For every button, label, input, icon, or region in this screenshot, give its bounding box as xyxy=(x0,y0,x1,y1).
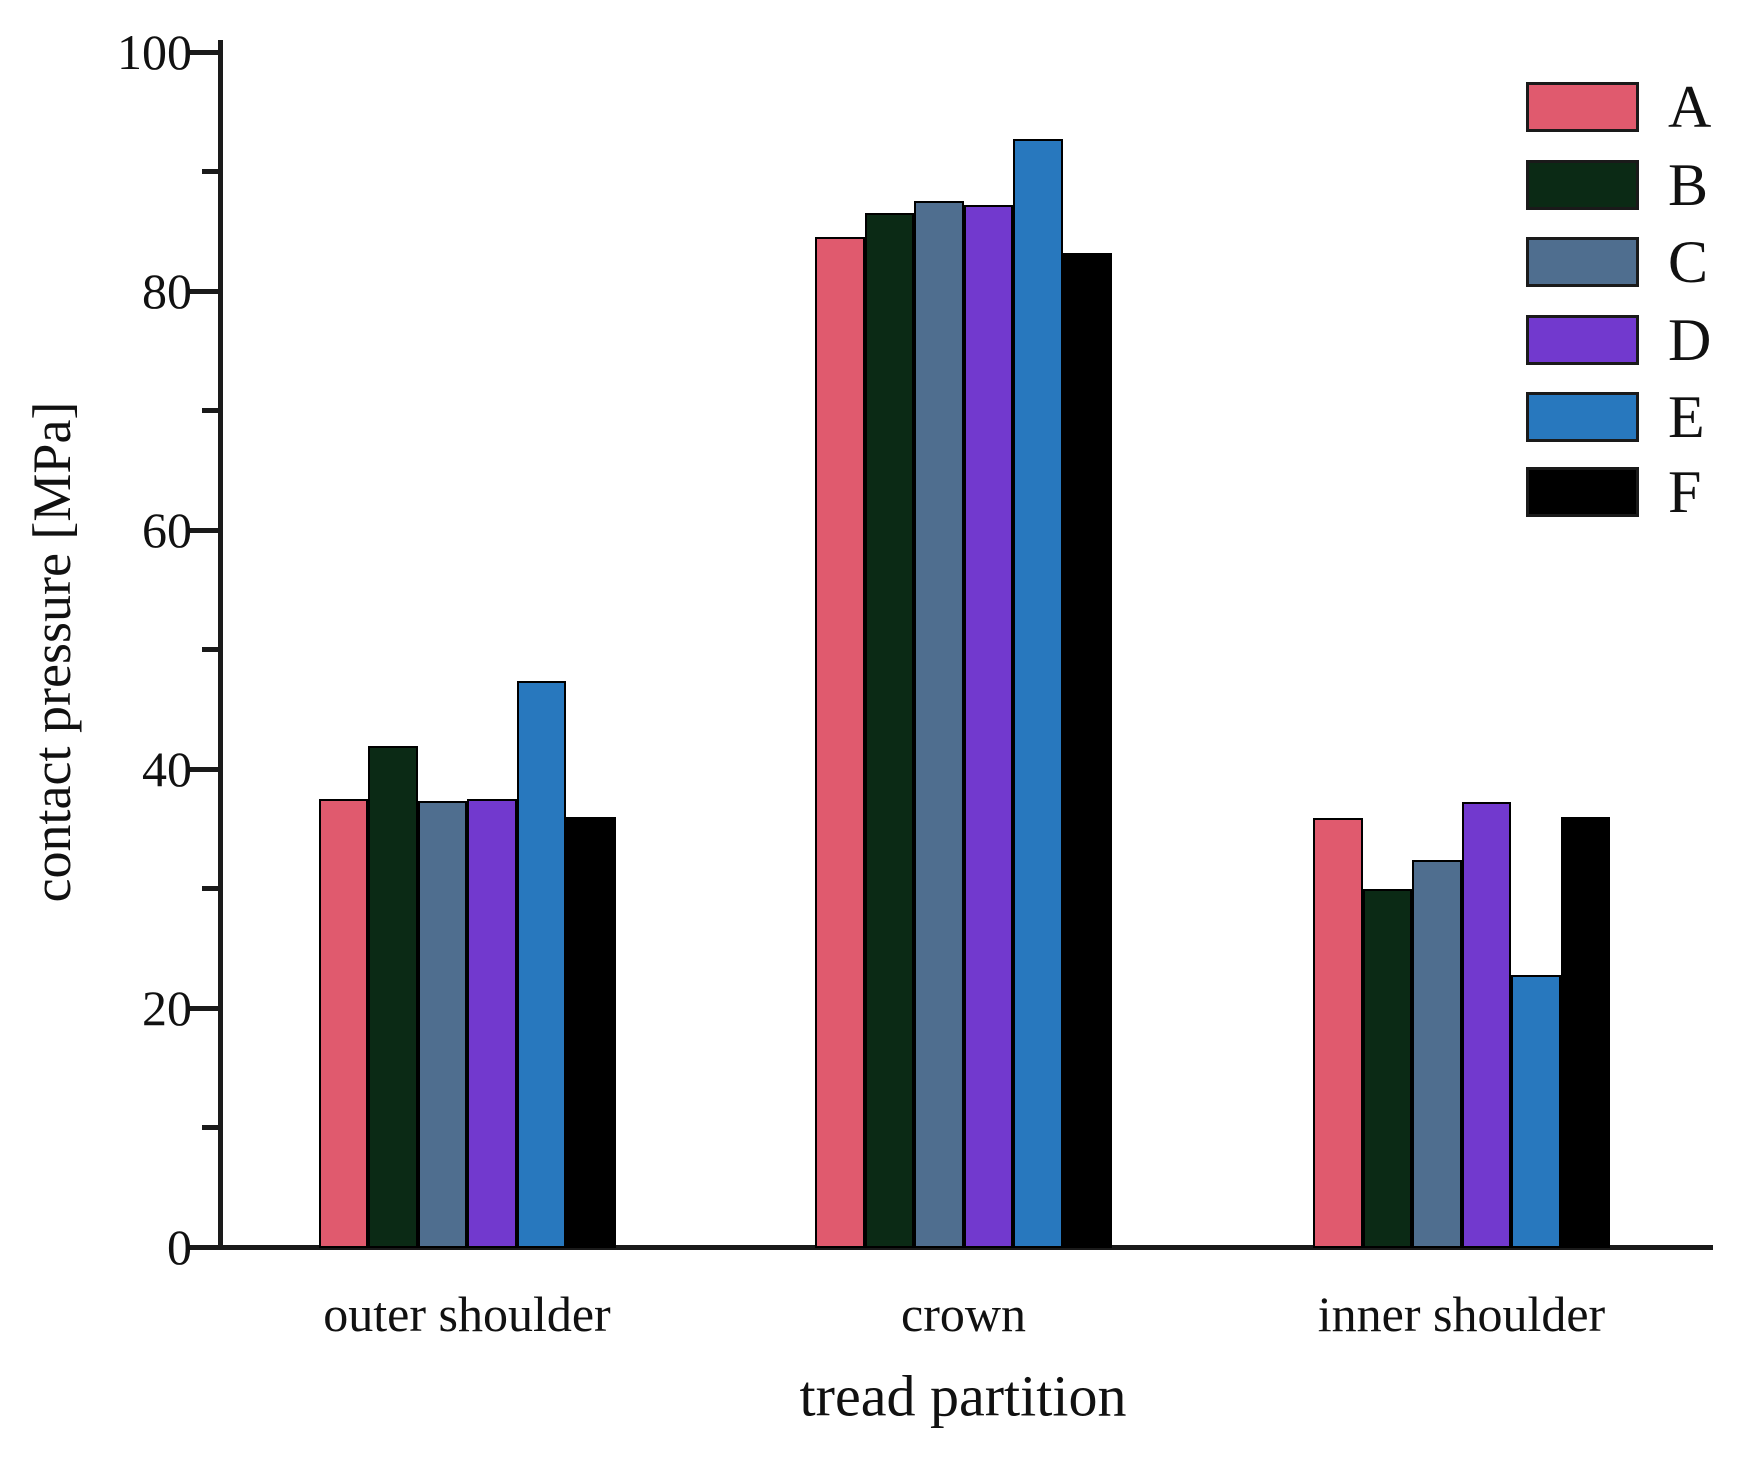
bar-B-outer-shoulder xyxy=(368,746,418,1248)
category-label-outer-shoulder: outer shoulder xyxy=(323,1286,611,1342)
bar-D-inner-shoulder xyxy=(1461,802,1511,1248)
bar-E-outer-shoulder xyxy=(516,680,566,1248)
bar-F-outer-shoulder xyxy=(566,816,616,1248)
x-axis-title: tread partition xyxy=(799,1363,1127,1429)
category-label-inner-shoulder: inner shoulder xyxy=(1317,1286,1606,1342)
y-axis-title: contact pressure [MPa] xyxy=(22,401,82,903)
bar-F-crown xyxy=(1062,252,1112,1248)
category-label-crown: crown xyxy=(901,1286,1026,1342)
bar-A-inner-shoulder xyxy=(1313,817,1363,1248)
bar-B-inner-shoulder xyxy=(1362,888,1412,1248)
bar-D-outer-shoulder xyxy=(467,798,517,1248)
y-minor-tick xyxy=(201,886,218,891)
bar-F-inner-shoulder xyxy=(1560,816,1610,1248)
y-axis-spine xyxy=(217,40,223,1250)
y-major-tick xyxy=(187,766,218,772)
y-tick-label: 60 xyxy=(142,502,192,558)
y-major-tick xyxy=(187,288,218,294)
y-tick-label: 80 xyxy=(142,263,192,319)
y-major-tick xyxy=(187,49,218,55)
bar-A-outer-shoulder xyxy=(318,798,368,1248)
y-minor-tick xyxy=(201,169,218,174)
y-tick-label: 0 xyxy=(167,1219,192,1275)
y-minor-tick xyxy=(201,1125,218,1130)
bar-C-crown xyxy=(914,201,964,1248)
bar-C-inner-shoulder xyxy=(1412,859,1462,1248)
bar-A-crown xyxy=(815,237,865,1248)
y-tick-label: 100 xyxy=(117,24,192,80)
y-major-tick xyxy=(187,1244,218,1250)
bar-C-outer-shoulder xyxy=(417,801,467,1248)
y-minor-tick xyxy=(201,408,218,413)
bar-B-crown xyxy=(864,213,914,1248)
y-major-tick xyxy=(187,527,218,533)
y-minor-tick xyxy=(201,647,218,652)
y-tick-label: 20 xyxy=(142,980,192,1036)
y-tick-label: 40 xyxy=(142,741,192,797)
bar-E-crown xyxy=(1013,139,1063,1248)
bar-D-crown xyxy=(963,204,1013,1248)
bar-E-inner-shoulder xyxy=(1511,974,1561,1248)
y-major-tick xyxy=(187,1005,218,1011)
